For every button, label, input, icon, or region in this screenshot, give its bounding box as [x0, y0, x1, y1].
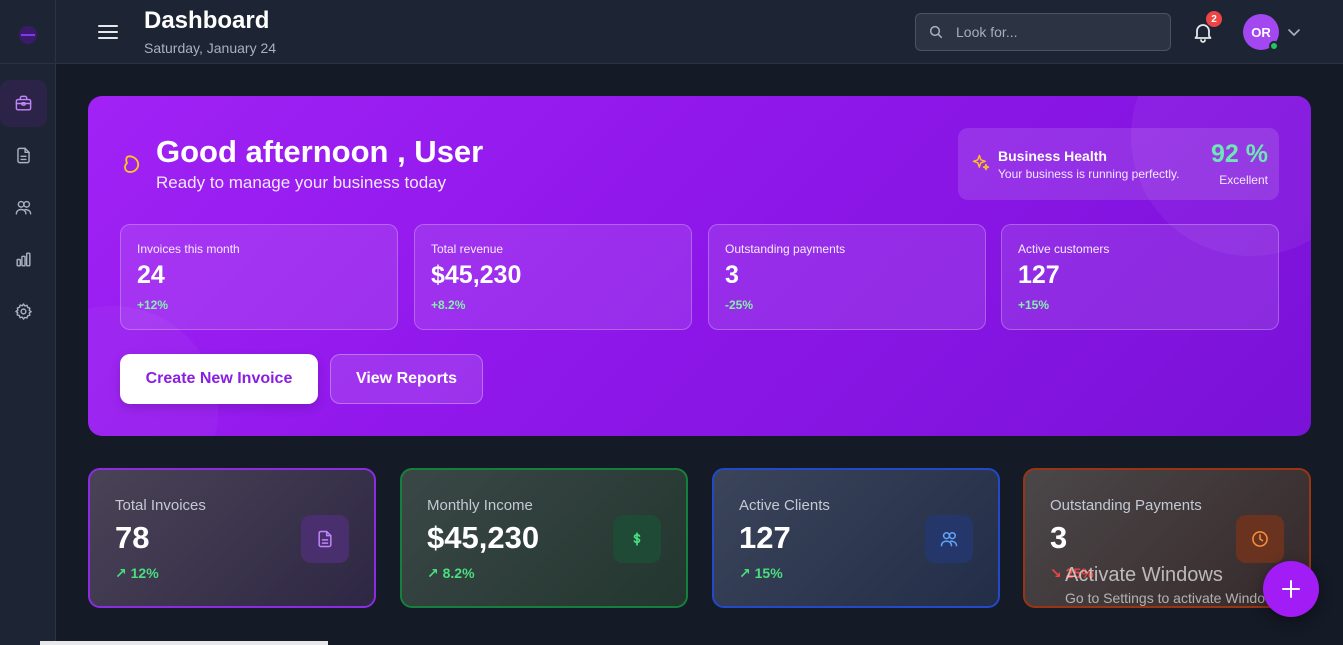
sidebar-item-dashboard[interactable]: [0, 80, 47, 127]
metric-change: -25%: [725, 298, 754, 312]
avatar[interactable]: OR: [1243, 14, 1279, 50]
metric-change: +15%: [1018, 298, 1050, 312]
metric-card-customers: Active customers 127 +15%: [1001, 224, 1279, 330]
dollar-icon: [633, 532, 641, 546]
document-icon: [318, 530, 332, 548]
create-invoice-button[interactable]: Create New Invoice: [120, 354, 318, 404]
add-fab-button[interactable]: [1263, 561, 1319, 617]
stat-icon-box: [613, 515, 661, 563]
menu-icon[interactable]: [98, 23, 118, 41]
bar-chart-icon: [16, 252, 31, 267]
stat-label: Total Invoices: [115, 497, 206, 514]
online-status-dot: [1269, 41, 1279, 51]
stat-card-monthly-income[interactable]: Monthly Income $45,230 ↗ 8.2%: [400, 468, 688, 608]
stat-icon-box: [925, 515, 973, 563]
stat-label: Monthly Income: [427, 497, 533, 514]
metric-label: Invoices this month: [137, 242, 240, 256]
sidebar-divider: [0, 63, 56, 64]
welcome-banner: Good afternoon , User Ready to manage yo…: [88, 96, 1311, 436]
search-icon: [929, 25, 943, 39]
stat-value: 78: [115, 520, 150, 555]
stat-change: ↘ 25%: [1050, 565, 1094, 581]
stat-value: $45,230: [427, 520, 540, 555]
users-icon: [940, 532, 958, 547]
sidebar-item-reports[interactable]: [0, 236, 47, 283]
metric-value: $45,230: [431, 261, 522, 289]
greeting-subtitle: Ready to manage your business today: [156, 173, 447, 192]
top-bar: Dashboard Saturday, January 24 2 OR: [56, 0, 1343, 64]
metric-value: 24: [137, 261, 165, 289]
metric-change: +12%: [137, 298, 169, 312]
scroll-indicator: [40, 641, 328, 645]
metric-card-outstanding: Outstanding payments 3 -25%: [708, 224, 986, 330]
view-reports-button[interactable]: View Reports: [330, 354, 483, 404]
stat-label: Outstanding Payments: [1050, 497, 1202, 514]
briefcase-icon: [15, 95, 32, 111]
health-title: Business Health: [998, 148, 1107, 164]
stat-change: ↗ 15%: [739, 565, 783, 581]
stat-value: 127: [739, 520, 791, 555]
greeting-icon: [124, 155, 140, 173]
search-box[interactable]: [915, 13, 1171, 51]
plus-icon: [1282, 580, 1300, 598]
stat-change: ↗ 8.2%: [427, 565, 475, 581]
metric-label: Total revenue: [431, 242, 504, 256]
metric-card-invoices: Invoices this month 24 +12%: [120, 224, 398, 330]
sparkles-icon: [972, 154, 990, 171]
stat-card-total-invoices[interactable]: Total Invoices 78 ↗ 12%: [88, 468, 376, 608]
activation-watermark-title: Activate Windows: [1065, 564, 1223, 586]
sidebar-item-settings[interactable]: [0, 288, 47, 335]
business-health-card: Business Health Your business is running…: [958, 128, 1279, 200]
metric-label: Active customers: [1018, 242, 1110, 256]
health-percent: 92 %: [1211, 140, 1268, 168]
document-icon: [17, 147, 30, 164]
users-icon: [15, 200, 32, 215]
logo-icon: [19, 26, 37, 44]
page-title: Dashboard: [144, 7, 270, 34]
metric-label: Outstanding payments: [725, 242, 846, 256]
page-date: Saturday, January 24: [144, 40, 277, 56]
gear-icon: [15, 303, 32, 320]
health-status: Excellent: [1219, 173, 1268, 187]
clock-icon: [1252, 531, 1268, 547]
sidebar-item-clients[interactable]: [0, 184, 47, 231]
stat-icon-box: [301, 515, 349, 563]
metric-value: 3: [725, 261, 739, 289]
notification-badge: 2: [1206, 11, 1222, 27]
sidebar-item-invoices[interactable]: [0, 132, 47, 179]
sidebar: [0, 0, 56, 645]
stat-label: Active Clients: [739, 497, 830, 514]
metric-card-revenue: Total revenue $45,230 +8.2%: [414, 224, 692, 330]
metric-change: +8.2%: [431, 298, 466, 312]
stat-icon-box: [1236, 515, 1284, 563]
greeting-title: Good afternoon , User: [156, 134, 484, 169]
metric-value: 127: [1018, 261, 1060, 289]
bell-icon[interactable]: [1191, 20, 1215, 44]
health-description: Your business is running perfectly.: [998, 167, 1180, 181]
stat-value: 3: [1050, 520, 1068, 555]
stat-card-active-clients[interactable]: Active Clients 127 ↗ 15%: [712, 468, 1000, 608]
chevron-down-icon[interactable]: [1287, 26, 1301, 38]
activation-watermark-subtitle: Go to Settings to activate Windows.: [1065, 590, 1286, 606]
stat-change: ↗ 12%: [115, 565, 159, 581]
search-input[interactable]: [956, 14, 1162, 50]
